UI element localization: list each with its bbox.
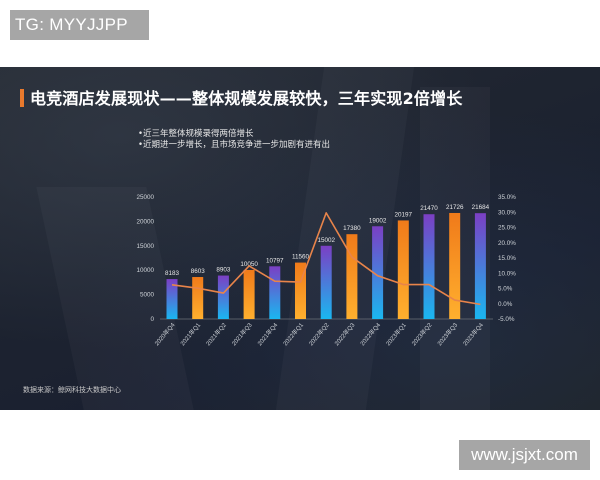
bar-value-label: 15002 (317, 237, 335, 244)
right-axis-tick: 30.0% (498, 209, 516, 216)
category-label: 2021年Q4 (256, 321, 280, 348)
watermark-bottom: www.jsjxt.com (459, 440, 590, 470)
combo-chart: 0 5000 10000 15000 20000 25000 -5.0% 0.0% 5.0% 10… (136, 194, 516, 348)
bar (423, 214, 435, 319)
bar-value-label: 21726 (446, 204, 464, 211)
bullet-item: •近期进一步增长，且市场竞争进一步加剧有进有出 (138, 140, 331, 150)
bar-value-label: 21684 (472, 204, 490, 211)
category-label: 2022年Q2 (307, 321, 331, 348)
bar-value-label: 20197 (395, 211, 413, 218)
right-axis-tick: 35.0% (498, 194, 516, 201)
category-label: 2023年Q3 (436, 321, 460, 348)
bar (346, 234, 358, 319)
bar-value-label: 11560 (292, 254, 310, 261)
bar (372, 226, 384, 319)
right-axis-tick: 10.0% (498, 270, 516, 277)
bar (320, 245, 332, 319)
bar-value-label: 8903 (216, 267, 231, 274)
left-axis-tick: 10000 (136, 267, 154, 274)
bar-value-label: 8183 (165, 270, 180, 277)
right-axis-tick: 25.0% (498, 225, 516, 232)
bar (449, 212, 461, 319)
left-axis-tick: 20000 (136, 218, 154, 225)
right-axis-tick: 15.0% (498, 255, 516, 262)
title-accent-bar (20, 89, 24, 107)
category-label: 2022年Q4 (358, 321, 382, 348)
bar-value-label: 10050 (240, 261, 258, 268)
bar (397, 220, 409, 319)
data-source-note: 数据来源：鲸网科技大数据中心 (23, 386, 121, 394)
category-label: 2022年Q1 (281, 321, 305, 348)
slide-panel: 电竞酒店发展现状——整体规模发展较快，三年实现2倍增长 •近三年整体规模录得两倍… (0, 67, 600, 410)
bar-value-label: 8603 (191, 268, 206, 275)
category-label: 2021年Q1 (179, 321, 203, 348)
bar (217, 275, 229, 319)
category-label: 2021年Q2 (204, 321, 228, 348)
left-axis-tick: 0 (150, 316, 154, 323)
bullet-item: •近三年整体规模录得两倍增长 (138, 129, 254, 139)
right-axis-tick: -5.0% (498, 316, 515, 323)
bar-value-label: 19002 (369, 217, 387, 224)
right-axis-tick: 5.0% (498, 286, 513, 293)
category-label: 2020年Q4 (153, 321, 177, 348)
bar (166, 279, 178, 319)
growth-rate-line (171, 212, 481, 306)
bar-value-label: 17380 (343, 225, 361, 232)
bar (295, 262, 306, 319)
category-label: 2023年Q4 (461, 321, 485, 348)
right-axis-tick: 0.0% (498, 301, 513, 308)
category-label: 2021年Q3 (230, 321, 254, 348)
left-axis-tick: 5000 (140, 292, 155, 299)
bar (269, 266, 281, 319)
bar-value-label: 21470 (420, 205, 438, 212)
watermark-top: TG: MYYJJPP (10, 10, 149, 40)
left-axis-tick: 25000 (136, 194, 154, 201)
bar (192, 277, 204, 319)
bar (243, 269, 255, 319)
category-label: 2023年Q1 (384, 321, 408, 348)
bar-value-label: 10797 (266, 257, 284, 264)
slide-title: 电竞酒店发展现状——整体规模发展较快，三年实现2倍增长 (30, 89, 463, 108)
left-axis-tick: 15000 (136, 243, 154, 250)
category-label: 2022年Q3 (333, 321, 357, 348)
category-label: 2023年Q2 (410, 321, 434, 348)
bullet-list: •近三年整体规模录得两倍增长 •近期进一步增长，且市场竞争进一步加剧有进有出 (138, 129, 330, 151)
bar (474, 213, 486, 319)
right-axis-tick: 20.0% (498, 240, 516, 247)
